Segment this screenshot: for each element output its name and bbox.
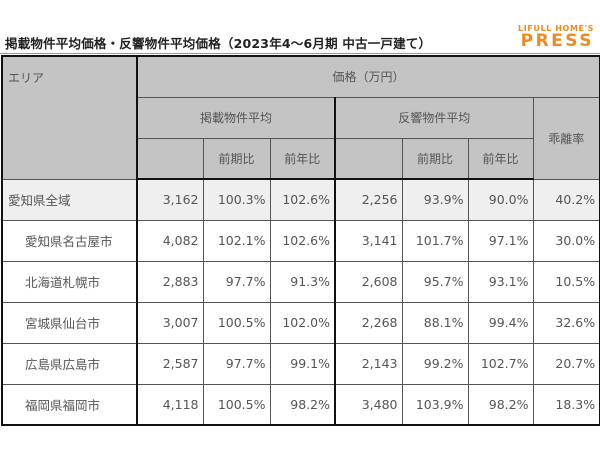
page-title: 掲載物件平均価格・反響物件平均価格（2023年4～6月期 中古一戸建て） (5, 36, 432, 51)
divergence-cell: 40.2% (532, 178, 600, 221)
listing-qoq-cell: 97.7% (202, 260, 271, 303)
listing-avg-cell: 3,162 (136, 178, 204, 221)
logo-top-text: LIFULL HOME'S (518, 24, 594, 33)
listing-qoq-cell: 102.1% (202, 219, 271, 262)
response-yoy-cell: 90.0% (467, 178, 534, 221)
listing-avg-cell: 2,587 (136, 342, 204, 385)
listing-qoq-cell: 100.3% (202, 178, 271, 221)
response-avg-cell: 2,268 (334, 301, 403, 344)
table-row: 広島県広島市 2,587 97.7% 99.1% 2,143 99.2% 102… (1, 342, 600, 385)
header-response-yoy: 前年比 (467, 137, 534, 180)
response-qoq-cell: 95.7% (401, 260, 469, 303)
divergence-cell: 10.5% (532, 260, 600, 303)
response-avg-cell: 3,480 (334, 383, 403, 426)
listing-yoy-cell: 102.0% (269, 301, 336, 344)
response-yoy-cell: 98.2% (467, 383, 534, 426)
response-yoy-cell: 102.7% (467, 342, 534, 385)
response-qoq-cell: 103.9% (401, 383, 469, 426)
listing-yoy-cell: 98.2% (269, 383, 336, 426)
listing-avg-cell: 4,118 (136, 383, 204, 426)
response-yoy-cell: 97.1% (467, 219, 534, 262)
area-cell: 宮城県仙台市 (1, 301, 138, 344)
response-qoq-cell: 88.1% (401, 301, 469, 344)
header-divergence: 乖離率 (532, 96, 600, 180)
response-avg-cell: 2,143 (334, 342, 403, 385)
header-response-avg-value (334, 138, 403, 180)
table-row: 愛知県全域 3,162 100.3% 102.6% 2,256 93.9% 90… (1, 178, 600, 221)
header-listing-avg: 掲載物件平均 (136, 96, 336, 139)
listing-qoq-cell: 100.5% (202, 301, 271, 344)
listing-qoq-cell: 97.7% (202, 342, 271, 385)
response-qoq-cell: 101.7% (401, 219, 469, 262)
response-avg-cell: 2,608 (334, 260, 403, 303)
listing-yoy-cell: 102.6% (269, 219, 336, 262)
listing-yoy-cell: 102.6% (269, 178, 336, 221)
divergence-cell: 32.6% (532, 301, 600, 344)
response-qoq-cell: 93.9% (401, 178, 469, 221)
header-listing-qoq: 前期比 (202, 137, 271, 180)
table-row: 福岡県福岡市 4,118 100.5% 98.2% 3,480 103.9% 9… (1, 383, 600, 426)
brand-logo: LIFULL HOME'S PRESS (518, 24, 594, 50)
table-row: 宮城県仙台市 3,007 100.5% 102.0% 2,268 88.1% 9… (1, 301, 600, 344)
header-listing-avg-value (136, 138, 204, 180)
listing-avg-cell: 3,007 (136, 301, 204, 344)
header-area: エリア (1, 55, 138, 180)
header-response-avg: 反響物件平均 (334, 96, 534, 139)
area-cell: 福岡県福岡市 (1, 383, 138, 426)
header-listing-yoy: 前年比 (269, 137, 336, 180)
response-avg-cell: 2,256 (334, 178, 403, 221)
area-cell: 愛知県全域 (1, 178, 138, 221)
response-yoy-cell: 99.4% (467, 301, 534, 344)
area-cell: 広島県広島市 (1, 342, 138, 385)
divergence-cell: 20.7% (532, 342, 600, 385)
header-response-qoq: 前期比 (401, 137, 469, 180)
table-row: 愛知県名古屋市 4,082 102.1% 102.6% 3,141 101.7%… (1, 219, 600, 262)
price-table: エリア 価格（万円） 掲載物件平均 反響物件平均 乖離率 前期比 前年比 前期比… (1, 55, 600, 426)
listing-yoy-cell: 99.1% (269, 342, 336, 385)
divergence-cell: 18.3% (532, 383, 600, 426)
listing-avg-cell: 4,082 (136, 219, 204, 262)
table-row: 北海道札幌市 2,883 97.7% 91.3% 2,608 95.7% 93.… (1, 260, 600, 303)
response-qoq-cell: 99.2% (401, 342, 469, 385)
area-cell: 北海道札幌市 (1, 260, 138, 303)
title-divider (0, 53, 600, 54)
area-cell: 愛知県名古屋市 (1, 219, 138, 262)
listing-avg-cell: 2,883 (136, 260, 204, 303)
listing-yoy-cell: 91.3% (269, 260, 336, 303)
divergence-cell: 30.0% (532, 219, 600, 262)
response-avg-cell: 3,141 (334, 219, 403, 262)
response-yoy-cell: 93.1% (467, 260, 534, 303)
listing-qoq-cell: 100.5% (202, 383, 271, 426)
logo-bottom-text: PRESS (520, 31, 594, 51)
header-price-group: 価格（万円） (136, 55, 600, 98)
